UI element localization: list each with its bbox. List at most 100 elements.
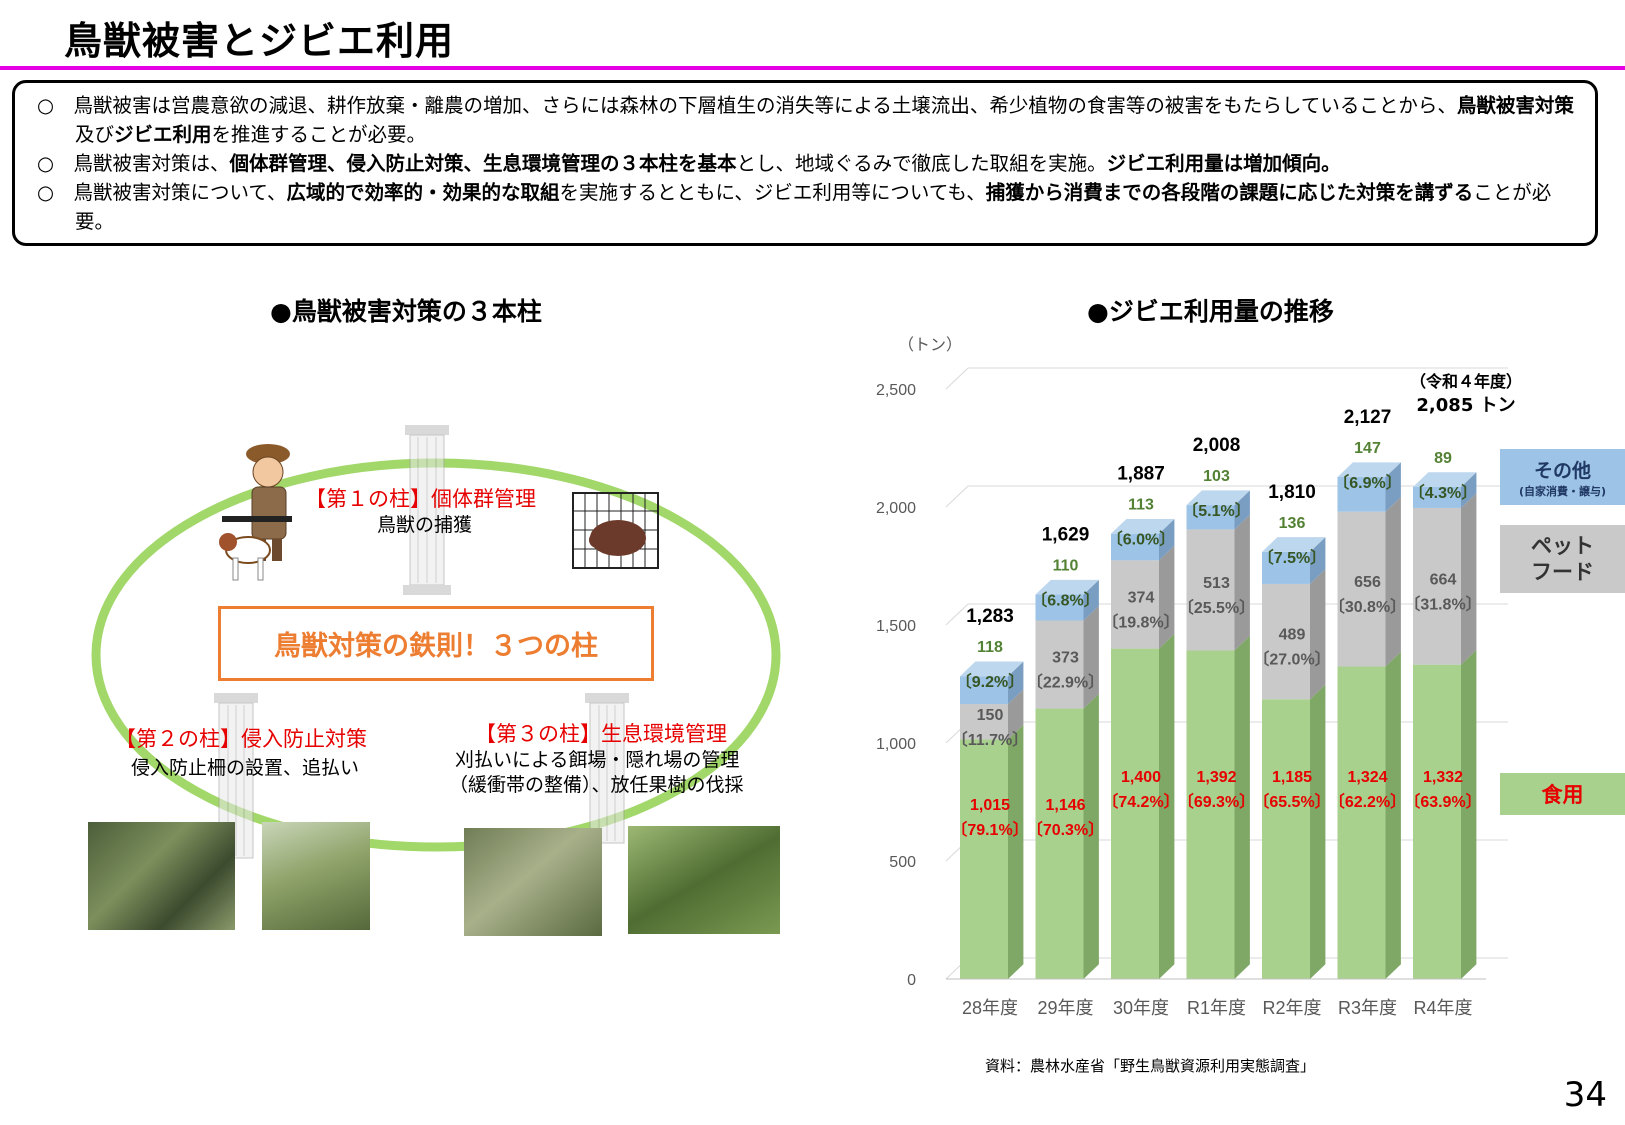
data-pct-label: 〔65.5%〕 <box>1253 793 1330 811</box>
pillar-1-icon <box>403 425 451 595</box>
pillar-1-desc: 鳥獣の捕獲 <box>377 514 473 536</box>
data-label: 1,015 <box>970 797 1010 814</box>
summary-text-part: 鳥獣被害は営農意欲の減退、耕作放棄・離農の増加、さらには森林の下層植生の消失等に… <box>73 94 1457 117</box>
cage-trap-illustration <box>572 492 659 569</box>
data-pct-label: 〔69.3%〕 <box>1178 793 1255 811</box>
bar-segment-side <box>1385 651 1401 979</box>
data-pct-label: 〔11.7%〕 <box>952 731 1029 749</box>
bar-segment-side <box>1310 537 1326 584</box>
data-label: 513 <box>1203 575 1230 592</box>
y-tick-label: 1,500 <box>876 618 916 635</box>
mowing-photo <box>464 828 602 936</box>
bar-top <box>1035 579 1099 595</box>
total-label: 1,810 <box>1268 482 1316 503</box>
data-label: 118 <box>977 639 1003 656</box>
bar-top <box>1337 462 1401 478</box>
bar-segment <box>1111 648 1159 979</box>
bar-segment-side <box>1159 518 1175 561</box>
core-principle-box: 鳥獣対策の鉄則！３つの柱 <box>218 606 654 681</box>
x-tick-label: R3年度 <box>1338 998 1397 1018</box>
summary-text-part: 鳥獣被害対策について、 <box>73 181 287 204</box>
bar-segment-side <box>1461 649 1477 979</box>
data-label: 113 <box>1128 497 1154 514</box>
pillar-3-desc-2: （緩衝帯の整備）、放任果樹の伐採 <box>449 774 744 796</box>
source-note: 資料：農林水産省「野生鳥獣資源利用実態調査」 <box>985 1057 1316 1075</box>
data-label: 147 <box>1354 440 1381 457</box>
summary-item-3: ○ 鳥獣被害対策について、広域的で効率的・効果的な取組を実施するとともに、ジビエ… <box>37 178 1581 236</box>
legend-other: その他 (自家消費・譲与) <box>1500 449 1625 505</box>
grid-line-depth <box>945 367 969 390</box>
bar-segment <box>1035 594 1084 621</box>
bar-segment <box>1337 477 1386 512</box>
data-pct-label: 〔19.8%〕 <box>1102 613 1179 631</box>
bar-segment-side <box>1083 579 1099 621</box>
y-tick-label: 2,000 <box>876 500 916 517</box>
data-pct-label: 〔6.0%〕 <box>1107 531 1175 549</box>
total-label: 1,629 <box>1042 525 1090 546</box>
bar-segment-side <box>1310 684 1326 979</box>
pillar-3-desc-1: 刈払いによる餌場・隠れ場の管理 <box>455 749 740 771</box>
bar-segment <box>1186 529 1235 651</box>
legend-other-sub: (自家消費・譲与) <box>1518 484 1607 498</box>
bar-segment-side <box>1234 635 1250 979</box>
pillar-2-title: 【第２の柱】侵入防止対策 <box>115 727 367 751</box>
data-pct-label: 〔7.5%〕 <box>1258 549 1326 567</box>
bar-segment-side <box>1461 472 1477 508</box>
bar-segment-side <box>1385 462 1401 512</box>
bar-segment <box>1413 507 1461 665</box>
data-label: 656 <box>1354 574 1381 591</box>
data-pct-label: 〔27.0%〕 <box>1253 651 1330 669</box>
data-label: 110 <box>1053 558 1079 575</box>
data-label: 103 <box>1203 468 1230 485</box>
bar-top <box>1413 472 1477 487</box>
bar-segment <box>960 704 1008 740</box>
bar-segment <box>960 739 1008 979</box>
bar-segment-side <box>1083 605 1099 709</box>
chase-off-photo <box>262 822 370 930</box>
data-pct-label: 〔6.9%〕 <box>1333 474 1401 492</box>
bar-top <box>1111 518 1175 534</box>
x-tick-label: R4年度 <box>1413 998 1472 1018</box>
data-label: 489 <box>1279 627 1306 644</box>
bar-top <box>960 661 1024 677</box>
legend-pet-label-2: フード <box>1531 560 1594 584</box>
y-tick-label: 2,500 <box>876 382 916 399</box>
bar-segment <box>1337 666 1386 979</box>
y-unit-label: （トン） <box>898 335 962 354</box>
bar-segment-side <box>1234 514 1250 651</box>
x-tick-label: 29年度 <box>1037 998 1093 1018</box>
legend-food: 食用 <box>1500 773 1625 815</box>
bar-segment-side <box>1083 693 1099 979</box>
data-pct-label: 〔25.5%〕 <box>1178 599 1255 617</box>
bar-segment <box>1186 650 1235 979</box>
pillar-3-icon <box>585 693 629 844</box>
data-label: 1,324 <box>1347 769 1387 786</box>
summary-box: ○ 鳥獣被害は営農意欲の減退、耕作放棄・離農の増加、さらには森林の下層植生の消失… <box>12 80 1598 246</box>
data-label: 1,146 <box>1045 797 1085 814</box>
data-pct-label: 〔5.1%〕 <box>1182 502 1250 520</box>
bar-segment-side <box>1159 633 1175 979</box>
summary-text-part: ジビエ利用 <box>114 123 212 146</box>
y-tick-label: 500 <box>889 854 916 871</box>
summary-bullet: ○ <box>37 94 74 117</box>
legend-other-label: その他 <box>1533 459 1591 482</box>
bar-segment <box>1111 533 1159 561</box>
diagram-section-title: ●鳥獣被害対策の３本柱 <box>270 297 542 326</box>
data-pct-label: 〔79.1%〕 <box>951 821 1028 839</box>
data-label: 1,332 <box>1423 769 1463 786</box>
data-label: 374 <box>1128 589 1155 606</box>
total-label: 1,283 <box>966 606 1014 627</box>
total-label: 2,127 <box>1344 407 1392 428</box>
bar-segment <box>1413 664 1461 979</box>
pillar-1-title: 【第１の柱】個体群管理 <box>305 487 536 511</box>
summary-text-part: 及び <box>75 123 115 146</box>
legend-pet-label-1: ペット <box>1531 534 1594 558</box>
data-pct-label: 〔4.3%〕 <box>1409 484 1477 502</box>
bar-segment-side <box>1008 689 1024 740</box>
y-tick-label: 0 <box>907 972 916 989</box>
data-pct-label: 〔30.8%〕 <box>1329 598 1406 616</box>
summary-text-part: 個体群管理、侵入防止対策、生息環境管理の３本柱を基本 <box>229 152 737 175</box>
bar-segment <box>1035 708 1084 979</box>
bar-segment <box>1413 486 1461 508</box>
